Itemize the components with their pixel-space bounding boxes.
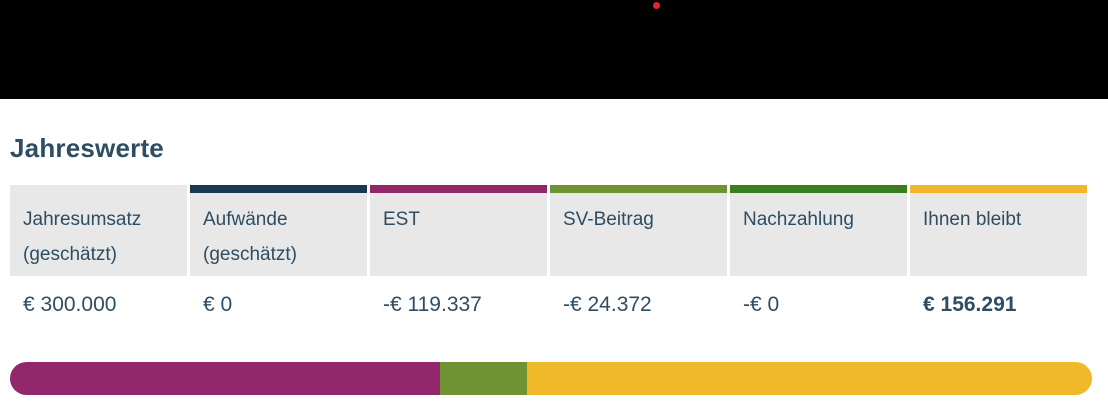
column-header-sv-beitrag: SV-Beitrag	[550, 185, 727, 276]
column-label-sub: (geschätzt)	[203, 244, 297, 265]
value-nachzahlung: -€ 0	[743, 293, 780, 316]
column-label: Nachzahlung	[743, 209, 854, 230]
column-header-ihnen-bleibt: Ihnen bleibt	[910, 185, 1087, 276]
distribution-bar	[10, 362, 1092, 395]
value-aufwaende: € 0	[203, 293, 233, 316]
distribution-segment-sv-beitrag	[439, 362, 528, 395]
column-label: Aufwände	[203, 209, 288, 230]
recording-indicator-dot	[653, 2, 660, 9]
top-black-bar	[0, 0, 1108, 99]
column-label: Ihnen bleibt	[923, 209, 1022, 230]
distribution-segment-est	[10, 362, 440, 395]
column-header-est: EST	[370, 185, 547, 276]
results-table-value-row: € 300.000 € 0 -€ 119.337 -€ 24.372 -€ 0 …	[10, 293, 1087, 317]
column-header-aufwaende: Aufwände (geschätzt)	[190, 185, 367, 276]
column-label: Jahresumsatz	[23, 209, 142, 230]
value-ihnen-bleibt: € 156.291	[923, 293, 1017, 316]
results-table-header-row: Jahresumsatz (geschätzt) Aufwände (gesch…	[10, 185, 1087, 276]
column-header-nachzahlung: Nachzahlung	[730, 185, 907, 276]
value-est: -€ 119.337	[383, 293, 482, 316]
value-jahresumsatz: € 300.000	[23, 293, 117, 316]
page-title: Jahreswerte	[10, 133, 164, 163]
value-sv-beitrag: -€ 24.372	[563, 293, 652, 316]
column-header-jahresumsatz: Jahresumsatz (geschätzt)	[10, 185, 187, 276]
column-label: EST	[383, 209, 420, 230]
column-label-sub: (geschätzt)	[23, 244, 117, 265]
column-label: SV-Beitrag	[563, 209, 654, 230]
distribution-segment-ihnen-bleibt	[527, 362, 1092, 395]
